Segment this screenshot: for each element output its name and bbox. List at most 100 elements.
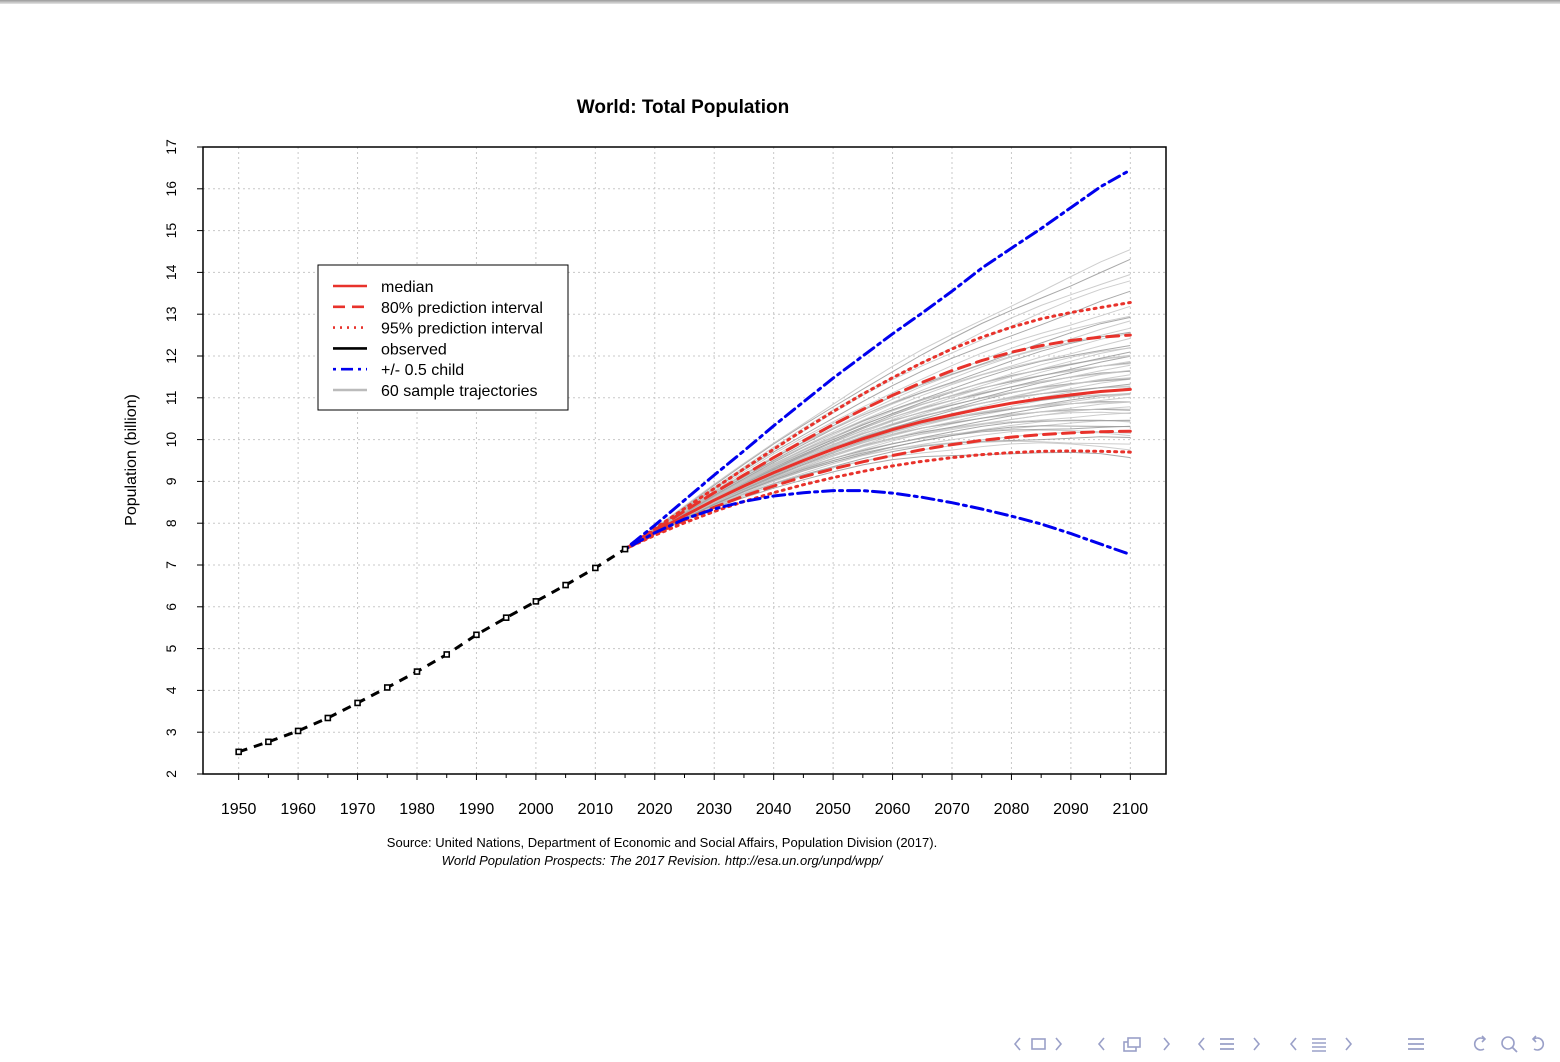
pi95-lower-line	[623, 449, 1132, 551]
y-axis-label: Population (billion)	[123, 394, 140, 526]
sample-trajectories	[624, 249, 1131, 550]
x-axis: 1950 1960 1970 1980 1990 2000 2010 2020 2030 2040…	[221, 774, 1148, 818]
x-tick-label: 1990	[459, 801, 495, 818]
x-tick-label: 2080	[994, 801, 1030, 818]
x-tick-label: 2090	[1053, 801, 1089, 818]
y-tick-label: 3	[163, 728, 179, 736]
sample-trajectory-line	[624, 347, 1131, 550]
x-tick-label: 1960	[280, 801, 316, 818]
x-tick-label: 2050	[815, 801, 851, 818]
legend-label: observed	[381, 341, 447, 358]
legend-label: 60 sample trajectories	[381, 383, 538, 400]
sample-trajectory-line	[624, 392, 1131, 550]
observed-point	[562, 581, 569, 589]
x-tick-label: 2100	[1113, 801, 1149, 818]
source-line-2: World Population Prospects: The 2017 Rev…	[442, 853, 884, 868]
pi80-upper-line	[623, 333, 1132, 551]
observed-point	[621, 545, 629, 553]
sample-trajectory-line	[624, 362, 1131, 550]
x-tick-label: 2060	[875, 801, 911, 818]
chart-title: World: Total Population	[577, 97, 790, 118]
top-border	[0, 0, 1560, 4]
nav-search-group[interactable]	[1468, 1032, 1552, 1056]
y-tick-label: 16	[163, 181, 179, 197]
observed-point	[235, 748, 242, 756]
plus-half-child-line	[623, 168, 1132, 551]
nav-subsection-group[interactable]	[1284, 1032, 1360, 1056]
observed-series	[235, 545, 629, 756]
legend-label: +/- 0.5 child	[381, 362, 464, 379]
y-tick-label: 17	[163, 139, 179, 155]
observed-point	[383, 684, 391, 691]
y-tick-label: 5	[163, 644, 179, 652]
y-axis: 2 3 4 5 6 7 8 9 10 11 12 13 14 15 16 17	[163, 139, 203, 778]
y-tick-label: 11	[163, 390, 179, 405]
y-tick-label: 2	[163, 770, 179, 778]
sample-trajectory-line	[624, 290, 1131, 550]
observed-point	[443, 651, 451, 658]
x-tick-label: 1980	[399, 801, 435, 818]
y-tick-label: 6	[163, 603, 179, 611]
observed-point	[532, 598, 540, 605]
sample-trajectory-line	[624, 347, 1131, 550]
sample-trajectory-line	[624, 411, 1131, 550]
y-tick-label: 12	[163, 348, 179, 364]
observed-point	[324, 714, 332, 722]
observed-line	[238, 547, 626, 754]
observed-point	[265, 738, 272, 746]
x-tick-label: 2040	[756, 801, 792, 818]
legend-box	[317, 264, 569, 411]
y-tick-label: 4	[163, 686, 179, 694]
observed-point	[413, 668, 421, 675]
y-tick-label: 13	[163, 306, 179, 322]
y-tick-label: 14	[163, 264, 179, 280]
x-tick-label: 2030	[696, 801, 732, 818]
sample-trajectory-line	[624, 429, 1131, 550]
toc-icon[interactable]	[1404, 1032, 1428, 1056]
median-line	[623, 387, 1132, 551]
sample-trajectory-line	[624, 345, 1131, 550]
observed-point	[502, 614, 510, 621]
sample-trajectory-line	[624, 305, 1131, 550]
y-tick-label: 8	[163, 519, 179, 527]
section-nav-icon[interactable]	[1192, 1032, 1268, 1056]
x-tick-label: 1950	[221, 801, 257, 818]
x-tick-label: 1970	[340, 801, 376, 818]
x-tick-label: 2000	[518, 801, 554, 818]
beamer-navigation	[1000, 1030, 1560, 1058]
observed-point	[592, 564, 599, 572]
y-tick-label: 9	[163, 477, 179, 485]
sample-trajectory-line	[624, 396, 1131, 550]
x-tick-label: 2010	[578, 801, 614, 818]
sample-trajectory-line	[624, 258, 1131, 550]
subsection-nav-icon[interactable]	[1284, 1032, 1360, 1056]
slide-nav-icon[interactable]	[1092, 1032, 1178, 1056]
x-tick-label: 2070	[934, 801, 970, 818]
y-tick-label: 15	[163, 223, 179, 239]
sample-trajectory-line	[624, 425, 1131, 550]
search-nav-icon[interactable]	[1468, 1032, 1552, 1056]
y-tick-label: 10	[163, 432, 179, 448]
nav-toc[interactable]	[1404, 1032, 1428, 1056]
observed-point	[354, 699, 361, 707]
observed-point	[473, 631, 480, 639]
nav-frame-group[interactable]	[1008, 1032, 1068, 1056]
frame-nav-icon[interactable]	[1008, 1032, 1068, 1056]
legend-label: 80% prediction interval	[381, 300, 543, 317]
pi95-upper-line	[623, 301, 1132, 551]
legend: median 80% prediction interval 95% predict…	[317, 264, 569, 411]
sample-trajectory-line	[624, 249, 1131, 550]
legend-label: 95% prediction interval	[381, 321, 543, 338]
y-tick-label: 7	[163, 561, 179, 569]
series-lines	[623, 168, 1132, 556]
sample-trajectory-line	[624, 419, 1131, 550]
sample-trajectory-line	[624, 394, 1131, 550]
legend-label: median	[381, 279, 433, 296]
x-tick-label: 2020	[637, 801, 673, 818]
nav-slide-group[interactable]	[1092, 1032, 1178, 1056]
pi80-lower-line	[623, 429, 1132, 551]
source-line-1: Source: United Nations, Department of Ec…	[387, 835, 937, 850]
nav-section-group[interactable]	[1192, 1032, 1268, 1056]
observed-point	[294, 727, 302, 735]
